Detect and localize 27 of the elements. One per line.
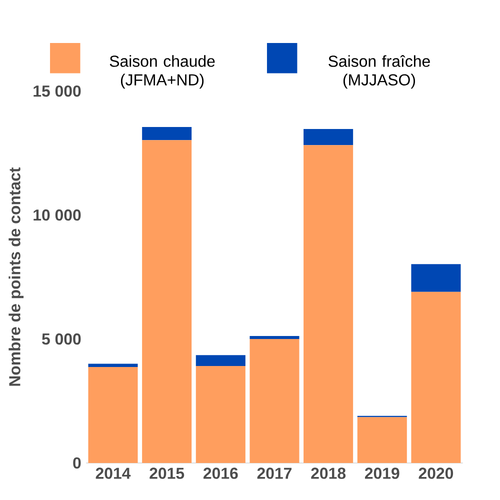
y-tick-label: 5 000	[42, 333, 81, 345]
y-tick-label: 10 000	[34, 209, 81, 221]
legend-label: Saison fraîche (MJJASO)	[328, 55, 430, 89]
x-tick-label: 2014	[96, 468, 131, 479]
y-tick-label: 0	[73, 457, 81, 469]
bar	[304, 145, 354, 463]
y-axis-title: Nombre de points de contact	[8, 167, 24, 386]
x-tick-label: 2017	[257, 468, 292, 479]
x-tick-label: 2018	[311, 468, 346, 479]
bar	[196, 366, 246, 463]
bar	[196, 355, 246, 366]
legend-label: Saison chaude (JFMA+ND)	[110, 55, 215, 89]
x-tick-label: 2020	[418, 468, 454, 479]
bar	[88, 367, 138, 463]
x-tick-label: 2015	[150, 468, 184, 479]
y-tick-label: 15 000	[34, 85, 81, 97]
bar	[411, 264, 461, 292]
bar	[142, 140, 192, 463]
bar	[411, 292, 461, 463]
bar	[304, 129, 354, 146]
x-tick-label: 2019	[364, 468, 400, 479]
bar	[88, 364, 138, 368]
bar	[357, 417, 407, 463]
bar	[250, 336, 300, 340]
x-tick-label: 2016	[203, 468, 238, 479]
bar	[250, 339, 300, 463]
bar	[142, 127, 192, 140]
